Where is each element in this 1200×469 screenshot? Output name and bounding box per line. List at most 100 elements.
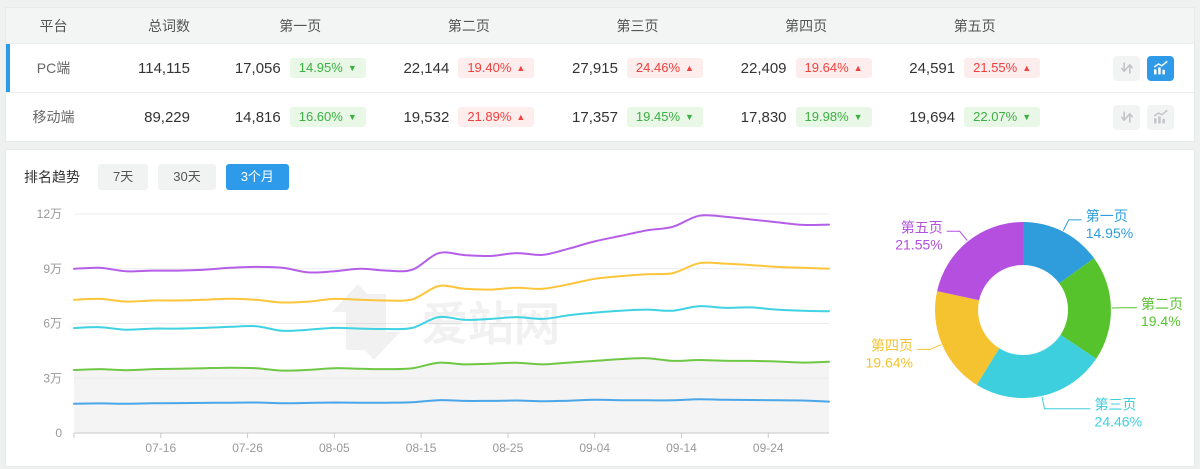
donut-label-name: 第五页 bbox=[901, 219, 943, 235]
col-header-page5: 第五页 bbox=[953, 17, 996, 34]
y-axis-label: 3万 bbox=[43, 371, 62, 385]
line-series-第一页 bbox=[73, 397, 830, 405]
donut-label-percent: 21.55% bbox=[895, 236, 942, 252]
tab-period-3个月[interactable]: 3个月 bbox=[225, 164, 289, 190]
tab-period-7天[interactable]: 7天 bbox=[98, 164, 149, 190]
arrow-down-icon: ▼ bbox=[347, 62, 357, 73]
page2-count: 19,532 bbox=[403, 108, 450, 126]
trend-chart-icon[interactable] bbox=[1147, 55, 1174, 81]
rank-trend-line-chart[interactable]: 爱站网 0 3万 6万 9万 12万 07-16 07-26 08-05 08-15 08-25 09… bbox=[14, 198, 830, 466]
trend-chart-icon[interactable] bbox=[1147, 104, 1174, 130]
page2-cell: 22,144 19.40% ▲ bbox=[385, 57, 554, 79]
page3-change-badge: 19.45% ▼ bbox=[626, 106, 703, 128]
x-axis-label: 09-14 bbox=[666, 441, 697, 455]
donut-slice-第一页[interactable] bbox=[1023, 221, 1094, 283]
sort-arrows-icon[interactable] bbox=[1113, 104, 1140, 130]
platform-label: 移动端 bbox=[32, 109, 75, 125]
x-axis-label: 07-26 bbox=[232, 441, 263, 455]
page2-cell: 19,532 21.89% ▲ bbox=[385, 106, 554, 128]
keyword-rank-table: 平台 总词数 第一页 第二页 第三页 第四页 第五页 PC端 114,115 1… bbox=[5, 7, 1195, 142]
table-body: PC端 114,115 17,056 14.95% ▼ 22,144 19.40… bbox=[6, 43, 1194, 141]
page3-count: 17,357 bbox=[572, 108, 618, 126]
arrow-down-icon: ▼ bbox=[347, 111, 357, 122]
x-axis-label: 09-04 bbox=[579, 441, 610, 455]
col-header-page1: 第一页 bbox=[279, 17, 322, 34]
table-row-platform-1[interactable]: PC端 114,115 17,056 14.95% ▼ 22,144 19.40… bbox=[6, 43, 1194, 92]
arrow-down-icon: ▼ bbox=[685, 111, 694, 122]
donut-label-percent: 19.4% bbox=[1141, 312, 1181, 328]
donut-slice-第四页[interactable] bbox=[935, 290, 1000, 385]
page5-change-badge: 22.07% ▼ bbox=[964, 106, 1041, 128]
col-header-total-words: 总词数 bbox=[148, 17, 190, 34]
aizhan-logo-icon: 爱站网 bbox=[332, 283, 560, 360]
donut-slice-第二页[interactable] bbox=[1059, 257, 1111, 359]
label-leader-line bbox=[946, 230, 968, 241]
seo-rank-dashboard: 平台 总词数 第一页 第二页 第三页 第四页 第五页 PC端 114,115 1… bbox=[5, 7, 1195, 467]
trend-header: 排名趋势 7天 30天 3个月 bbox=[14, 158, 1186, 198]
y-axis-label: 0 bbox=[55, 426, 62, 440]
x-axis-label: 08-25 bbox=[493, 441, 524, 455]
donut-label-percent: 14.95% bbox=[1086, 225, 1133, 241]
arrow-up-icon: ▲ bbox=[516, 62, 526, 73]
donut-label-name: 第三页 bbox=[1095, 396, 1137, 412]
donut-label-name: 第二页 bbox=[1141, 295, 1183, 311]
col-header-page4: 第四页 bbox=[785, 17, 828, 34]
y-axis-label: 6万 bbox=[43, 316, 62, 330]
label-leader-line bbox=[917, 343, 942, 350]
page3-count: 27,915 bbox=[572, 59, 618, 77]
rank-trend-section: 排名趋势 7天 30天 3个月 爱站网 0 3万 6万 9万 12万 07-16 07-26 08-… bbox=[5, 149, 1195, 467]
donut-label-name: 第四页 bbox=[871, 337, 913, 353]
arrow-up-icon: ▲ bbox=[516, 111, 526, 122]
page4-count: 17,830 bbox=[740, 108, 787, 126]
section-title: 排名趋势 bbox=[24, 168, 80, 185]
page1-count: 14,816 bbox=[234, 108, 281, 126]
donut-label-name: 第一页 bbox=[1086, 208, 1128, 224]
tab-period-30天[interactable]: 30天 bbox=[158, 164, 216, 190]
page5-cell: 24,591 21.55% ▲ bbox=[890, 57, 1059, 79]
page5-count: 24,591 bbox=[909, 59, 956, 77]
page5-count: 19,694 bbox=[909, 108, 956, 126]
page4-change-badge: 19.64% ▲ bbox=[795, 57, 872, 79]
svg-text:爱站网: 爱站网 bbox=[422, 298, 560, 350]
arrow-down-icon: ▼ bbox=[1022, 111, 1032, 122]
page2-change-badge: 21.89% ▲ bbox=[458, 106, 535, 128]
line-series-第五页 bbox=[73, 213, 830, 274]
donut-slice-第五页[interactable] bbox=[937, 221, 1023, 300]
arrow-up-icon: ▲ bbox=[685, 62, 694, 73]
page4-cell: 17,830 19.98% ▼ bbox=[722, 106, 891, 128]
x-axis-label: 08-15 bbox=[406, 441, 437, 455]
col-header-page2: 第二页 bbox=[447, 17, 490, 34]
total-words-value: 89,229 bbox=[144, 108, 190, 126]
page5-change-badge: 21.55% ▲ bbox=[964, 57, 1041, 79]
table-row-platform-2[interactable]: 移动端 89,229 14,816 16.60% ▼ 19,532 21.89%… bbox=[6, 92, 1194, 141]
page4-change-badge: 19.98% ▼ bbox=[795, 106, 872, 128]
line-series-第三页 bbox=[73, 304, 830, 332]
row-actions bbox=[1059, 104, 1194, 130]
page4-count: 22,409 bbox=[740, 59, 787, 77]
line-series-第四页 bbox=[73, 261, 830, 304]
page3-cell: 17,357 19.45% ▼ bbox=[553, 106, 722, 128]
table-header-row: 平台 总词数 第一页 第二页 第三页 第四页 第五页 bbox=[6, 8, 1194, 43]
page3-cell: 27,915 24.46% ▲ bbox=[553, 57, 722, 79]
col-header-platform: 平台 bbox=[39, 17, 68, 34]
page5-cell: 19,694 22.07% ▼ bbox=[890, 106, 1059, 128]
donut-label-percent: 24.46% bbox=[1095, 413, 1142, 429]
page2-change-badge: 19.40% ▲ bbox=[458, 57, 535, 79]
sort-arrows-icon[interactable] bbox=[1113, 55, 1140, 81]
page1-change-badge: 16.60% ▼ bbox=[289, 106, 366, 128]
area-fill bbox=[74, 357, 829, 433]
page3-change-badge: 24.46% ▲ bbox=[626, 57, 703, 79]
x-axis-label: 09-24 bbox=[753, 441, 784, 455]
total-words-value: 114,115 bbox=[138, 59, 190, 77]
line-series-第二页 bbox=[73, 356, 830, 372]
arrow-up-icon: ▲ bbox=[853, 62, 863, 73]
label-leader-line bbox=[1062, 218, 1082, 231]
page2-count: 22,144 bbox=[403, 59, 450, 77]
donut-slice-第三页[interactable] bbox=[976, 334, 1097, 398]
page1-cell: 17,056 14.95% ▼ bbox=[216, 57, 385, 79]
col-header-page3: 第三页 bbox=[616, 17, 659, 34]
row-actions bbox=[1059, 55, 1194, 81]
y-axis-label: 9万 bbox=[43, 261, 62, 275]
charts-row: 爱站网 0 3万 6万 9万 12万 07-16 07-26 08-05 08-15 08-25 09… bbox=[14, 198, 1186, 466]
